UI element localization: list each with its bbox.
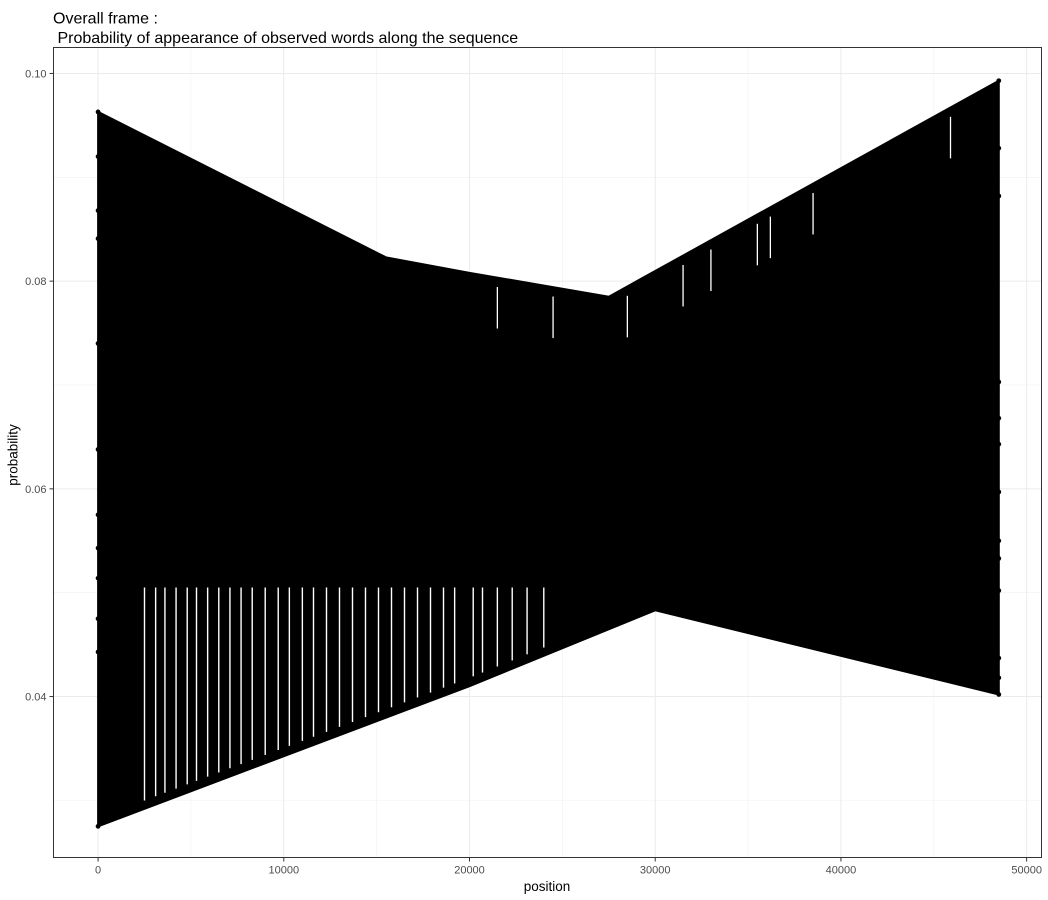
plot-panel-border: [53, 47, 1042, 858]
data-point: [95, 341, 101, 346]
y-tick-label: 0.04: [25, 692, 46, 704]
y-axis-title: probability: [6, 424, 21, 486]
data-point: [996, 441, 1002, 447]
x-tick-label: 20000: [454, 865, 485, 877]
data-point: [996, 78, 1002, 84]
data-point: [996, 415, 1002, 421]
x-tick-label: 50000: [1011, 865, 1042, 877]
y-tick-label: 0.10: [25, 68, 46, 80]
data-point: [95, 616, 101, 622]
data-point: [95, 208, 101, 213]
data-point: [95, 446, 101, 452]
data-point: [95, 575, 101, 581]
data-point: [996, 655, 1002, 661]
chart-title-line2: Probability of appearance of observed wo…: [53, 30, 518, 47]
data-layer: [95, 78, 1002, 829]
data-point: [95, 236, 101, 241]
data-point: [996, 379, 1002, 385]
x-tick-label: 30000: [640, 865, 671, 877]
x-axis: 0 10000 20000 30000 40000 50000: [95, 857, 1042, 877]
chart-title-line1: Overall frame :: [53, 11, 158, 28]
data-point: [95, 154, 101, 159]
series-line-band: [97, 79, 1000, 828]
data-point: [996, 692, 1002, 697]
data-point: [996, 145, 1002, 151]
data-point: [95, 649, 101, 655]
data-point: [996, 556, 1002, 561]
data-point: [996, 588, 1002, 594]
data-point: [996, 675, 1002, 681]
data-point: [996, 538, 1002, 544]
data-point: [95, 823, 101, 829]
x-tick-label: 40000: [826, 865, 857, 877]
y-tick-label: 0.08: [25, 276, 46, 288]
data-point: [95, 512, 101, 518]
y-axis: 0.04 0.06 0.08 0.10: [25, 68, 54, 704]
series-gaps: [143, 116, 952, 801]
data-point: [95, 109, 101, 115]
x-tick-label: 0: [95, 865, 101, 877]
data-point: [996, 489, 1002, 495]
data-point: [996, 193, 1002, 199]
series-points: [95, 78, 1002, 829]
y-tick-label: 0.06: [25, 484, 46, 496]
x-tick-label: 10000: [268, 865, 299, 877]
data-point: [95, 545, 101, 551]
x-axis-title: position: [524, 879, 571, 894]
